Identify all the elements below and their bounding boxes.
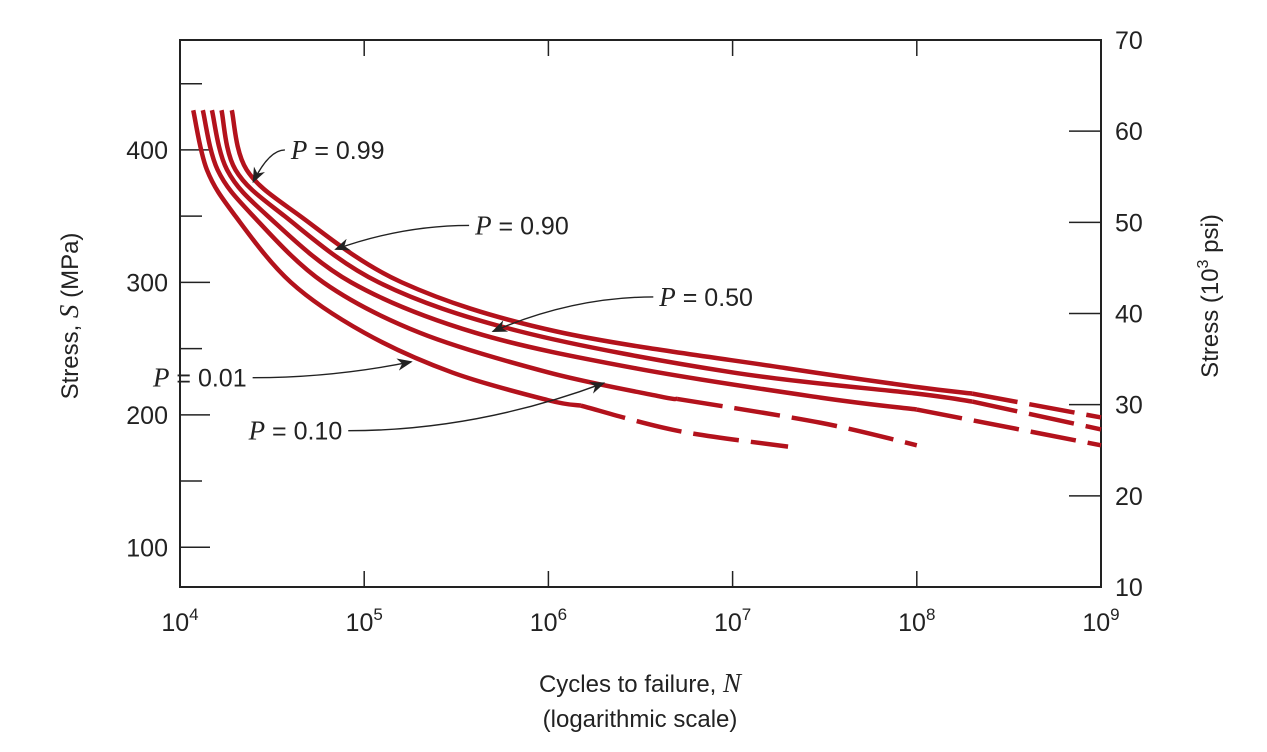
- y2-tick-label: 50: [1115, 209, 1143, 237]
- x-tick-exponent: 8: [926, 605, 935, 624]
- series-line-0.10: [200, 109, 678, 402]
- y2-tick-label: 60: [1115, 118, 1143, 146]
- label-variable: P: [658, 282, 676, 312]
- x-tick-base: 10: [1082, 609, 1110, 637]
- series-dashed-0.90: [971, 399, 1102, 432]
- y2-axis-title-text: Stress (10: [1197, 268, 1224, 377]
- y2-tick-label: 10: [1115, 574, 1143, 602]
- x-tick-exponent: 9: [1110, 605, 1119, 624]
- y2-tick-label: 20: [1115, 483, 1143, 511]
- y-tick-label: 400: [126, 137, 168, 165]
- label-text: = 0.50: [676, 284, 753, 312]
- x-axis-title-variable: N: [722, 668, 743, 698]
- series-label-0.50: P = 0.50: [658, 282, 753, 312]
- series-line-0.99: [229, 109, 973, 396]
- series-dashed-0.99: [971, 391, 1102, 420]
- label-variable: P: [474, 210, 492, 240]
- series-line-0.01: [191, 109, 582, 408]
- series-dashed-0.10: [676, 396, 918, 448]
- label-text: = 0.01: [169, 365, 246, 393]
- x-tick-base: 10: [530, 609, 558, 637]
- y-axis-title-unit: (MPa): [57, 233, 84, 305]
- x-tick-exponent: 7: [742, 605, 751, 624]
- annotation-arrow: [252, 149, 285, 184]
- y2-tick-label: 40: [1115, 301, 1143, 329]
- x-axis-title: Cycles to failure, N: [539, 668, 743, 698]
- series-label-0.99: P = 0.99: [290, 135, 385, 165]
- x-axis-note: (logarithmic scale): [543, 706, 738, 733]
- label-text: = 0.90: [492, 212, 569, 240]
- annotation-arrow: [334, 224, 470, 251]
- annotation-arrow: [348, 382, 606, 432]
- y-tick-label: 100: [126, 534, 168, 562]
- y-axis-title-text: Stress,: [57, 318, 84, 399]
- y-axis-title-variable: S: [54, 304, 84, 318]
- series-dashed-0.50: [916, 407, 1102, 448]
- x-tick-label: 104: [161, 605, 198, 637]
- x-tick-exponent: 6: [558, 605, 567, 624]
- annotation-arrow: [252, 358, 413, 379]
- x-tick-label: 107: [714, 605, 751, 637]
- y2-tick-label: 30: [1115, 392, 1143, 420]
- y-tick-label: 300: [126, 269, 168, 297]
- x-tick-label: 106: [530, 605, 567, 637]
- x-tick-base: 10: [714, 609, 742, 637]
- y2-axis-title: Stress (103 psi): [1195, 214, 1224, 378]
- x-tick-label: 109: [1082, 605, 1119, 637]
- label-variable: P: [290, 135, 308, 165]
- label-variable: P: [248, 416, 266, 446]
- y2-tick-label: 70: [1115, 27, 1143, 55]
- label-text: = 0.99: [307, 137, 384, 165]
- plot-frame: [179, 39, 1102, 588]
- series-label-0.90: P = 0.90: [474, 210, 569, 240]
- x-tick-exponent: 5: [373, 605, 382, 624]
- y2-axis-title-exponent: 3: [1195, 259, 1212, 268]
- y-tick-label: 200: [126, 402, 168, 430]
- annotation-arrow: [491, 296, 654, 333]
- label-text: = 0.10: [265, 418, 342, 446]
- series-label-0.10: P = 0.10: [248, 416, 343, 446]
- series-label-0.01: P = 0.01: [152, 363, 247, 393]
- y2-axis-title-unit: psi): [1197, 214, 1224, 259]
- x-axis-title-text: Cycles to failure,: [539, 671, 723, 698]
- series-line-0.50: [209, 109, 918, 412]
- x-tick-base: 10: [346, 609, 374, 637]
- label-variable: P: [152, 363, 170, 393]
- x-tick-label: 108: [898, 605, 935, 637]
- y-axis-title: Stress, S (MPa): [54, 233, 84, 400]
- x-tick-exponent: 4: [189, 605, 198, 624]
- x-tick-label: 105: [346, 605, 383, 637]
- x-tick-base: 10: [161, 609, 189, 637]
- x-tick-base: 10: [898, 609, 926, 637]
- series-dashed-0.01: [580, 403, 789, 449]
